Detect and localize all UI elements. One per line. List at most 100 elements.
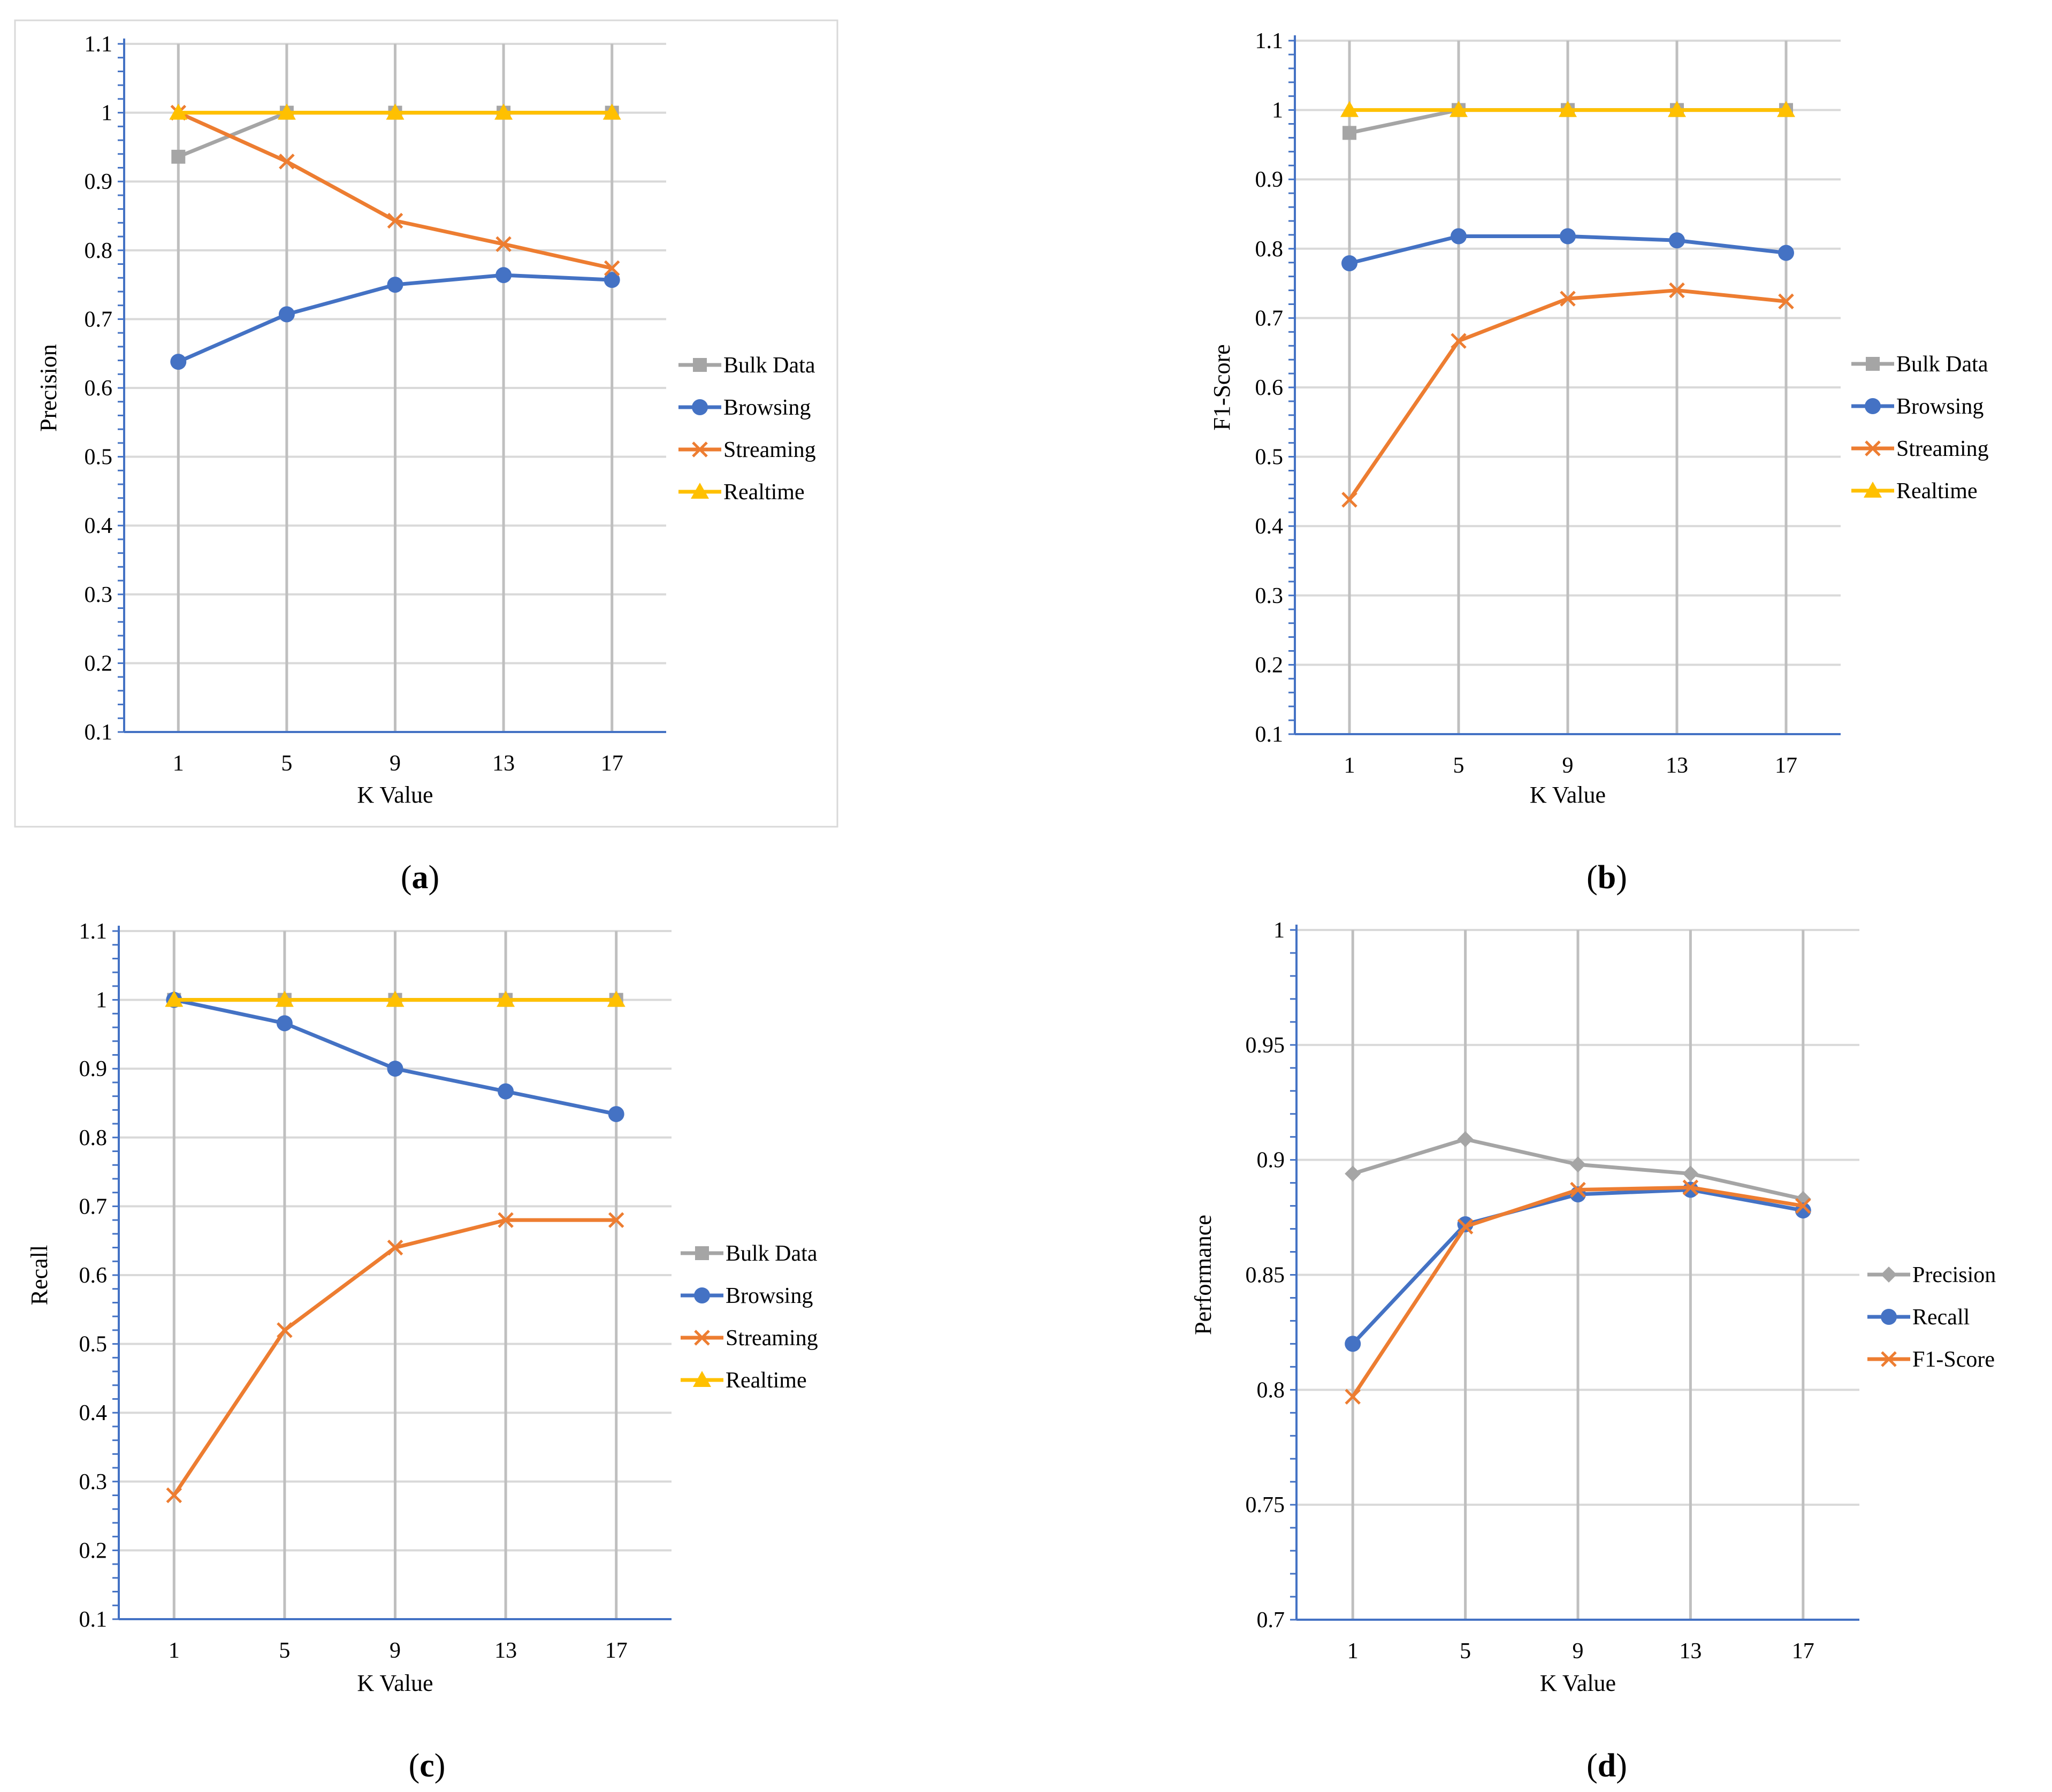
y-tick-label: 0.3 bbox=[85, 583, 113, 607]
legend-label: Bulk Data bbox=[1896, 352, 1988, 377]
legend-item: Browsing bbox=[678, 395, 811, 420]
y-tick-label: 0.1 bbox=[1255, 722, 1284, 747]
y-tick-label: 0.9 bbox=[1257, 1148, 1285, 1173]
legend-marker bbox=[1881, 1267, 1897, 1283]
legend-marker bbox=[694, 1287, 710, 1303]
y-tick-label: 1 bbox=[1273, 918, 1285, 943]
x-marker-stroke bbox=[498, 1212, 514, 1228]
x-marker-stroke bbox=[387, 212, 403, 229]
data-point bbox=[387, 1061, 403, 1077]
y-tick-label: 0.2 bbox=[1255, 653, 1284, 677]
data-point bbox=[1560, 228, 1576, 245]
x-tick-label: 17 bbox=[601, 751, 623, 776]
x-tick-label: 9 bbox=[390, 1638, 401, 1663]
data-point bbox=[1457, 1216, 1474, 1232]
y-tick-label: 0.2 bbox=[79, 1538, 108, 1563]
legend-label: Bulk Data bbox=[726, 1241, 818, 1266]
y-tick-label: 0.8 bbox=[79, 1126, 108, 1150]
data-point bbox=[1778, 293, 1794, 310]
x-marker-stroke bbox=[166, 1487, 182, 1504]
legend-label: Browsing bbox=[723, 395, 811, 420]
legend-label: Browsing bbox=[1896, 394, 1984, 419]
caption-letter: c bbox=[419, 1748, 434, 1784]
legend-label: Realtime bbox=[726, 1368, 807, 1393]
y-tick-label: 0.75 bbox=[1246, 1493, 1285, 1518]
legend-marker bbox=[1864, 482, 1882, 498]
panel-frame bbox=[14, 19, 838, 828]
data-point bbox=[275, 990, 294, 1007]
legend-label: Browsing bbox=[726, 1284, 813, 1308]
x-marker-stroke bbox=[1451, 333, 1467, 349]
legend-item: Streaming bbox=[678, 438, 816, 462]
data-point bbox=[497, 990, 515, 1007]
data-point bbox=[494, 103, 513, 120]
data-point bbox=[1341, 492, 1357, 508]
caption-letter: d bbox=[1598, 1748, 1616, 1784]
legend-marker bbox=[1881, 1351, 1897, 1367]
x-axis-title: K Value bbox=[1540, 1670, 1616, 1696]
legend-item: Streaming bbox=[1851, 437, 1989, 461]
data-point bbox=[165, 990, 184, 1007]
y-tick-label: 0.85 bbox=[1246, 1263, 1285, 1288]
x-marker-stroke bbox=[279, 154, 295, 170]
data-point bbox=[604, 272, 620, 288]
y-tick-label: 0.6 bbox=[85, 376, 113, 401]
legend-label: Bulk Data bbox=[723, 353, 815, 378]
data-point bbox=[1682, 1179, 1699, 1195]
x-marker-stroke bbox=[1560, 291, 1576, 307]
data-point bbox=[1777, 101, 1795, 117]
y-tick-label: 1.1 bbox=[1255, 29, 1284, 54]
legend-marker bbox=[695, 1246, 709, 1260]
legend-item: Browsing bbox=[681, 1284, 813, 1308]
x-marker-stroke bbox=[1682, 1179, 1699, 1195]
chart-panel-d: 0.7 0.75 0.8 0.85 0.9 0.95 1 1 5 9 13 17 K Value Perf… bbox=[1190, 918, 1996, 1784]
caption-paren: ) bbox=[1616, 1748, 1627, 1784]
data-point bbox=[1457, 1131, 1474, 1147]
legend-marker bbox=[694, 1330, 710, 1346]
x-marker-stroke bbox=[604, 260, 620, 277]
legend-item: Realtime bbox=[678, 480, 805, 505]
x-tick-label: 9 bbox=[390, 751, 401, 776]
x-tick-label: 17 bbox=[1775, 753, 1797, 778]
data-point bbox=[498, 1212, 514, 1228]
y-tick-label: 0.2 bbox=[85, 651, 113, 676]
legend-label: Realtime bbox=[723, 480, 805, 505]
y-tick-label: 1 bbox=[96, 988, 107, 1013]
legend-item: Realtime bbox=[681, 1368, 807, 1393]
chart-panel-c: 0.1 0.2 0.3 0.4 0.5 0.6 0.7 0.8 0.9 1 1.1 1 5 9 13 17 K … bbox=[26, 919, 818, 1784]
legend-marker bbox=[1865, 398, 1881, 414]
y-tick-label: 0.8 bbox=[1255, 237, 1284, 262]
data-point bbox=[279, 154, 295, 170]
y-tick-label: 0.1 bbox=[85, 720, 113, 745]
panel-caption: (a) bbox=[401, 859, 439, 896]
caption-paren: ( bbox=[401, 859, 412, 896]
data-point bbox=[387, 212, 403, 229]
y-axis-title: F1-Score bbox=[1209, 344, 1235, 430]
data-point bbox=[386, 990, 405, 1007]
data-point bbox=[276, 1015, 293, 1032]
legend-item: Browsing bbox=[1851, 394, 1984, 419]
y-tick-label: 0.3 bbox=[1255, 584, 1284, 608]
y-axis-title: Recall bbox=[26, 1245, 52, 1305]
x-marker-stroke bbox=[692, 441, 708, 457]
data-point bbox=[607, 990, 625, 1007]
data-point bbox=[495, 267, 512, 284]
y-tick-label: 0.7 bbox=[85, 307, 113, 332]
legend-item: Recall bbox=[1867, 1305, 1970, 1330]
data-point bbox=[1778, 245, 1794, 261]
data-point bbox=[278, 306, 295, 323]
x-marker-stroke bbox=[387, 1239, 403, 1256]
legend-marker bbox=[693, 1371, 711, 1387]
data-point bbox=[1682, 1165, 1699, 1182]
x-marker-stroke bbox=[1778, 293, 1794, 310]
data-point bbox=[1795, 1198, 1811, 1214]
x-axis-title: K Value bbox=[357, 1670, 433, 1696]
x-tick-label: 13 bbox=[1679, 1639, 1702, 1664]
legend-item: F1-Score bbox=[1867, 1347, 1995, 1372]
x-marker-stroke bbox=[1570, 1181, 1586, 1198]
y-tick-label: 1 bbox=[101, 101, 112, 126]
legend-label: Streaming bbox=[726, 1326, 818, 1351]
y-tick-label: 0.3 bbox=[79, 1470, 108, 1494]
data-point bbox=[1345, 1389, 1361, 1405]
legend-label: Streaming bbox=[1896, 437, 1989, 461]
